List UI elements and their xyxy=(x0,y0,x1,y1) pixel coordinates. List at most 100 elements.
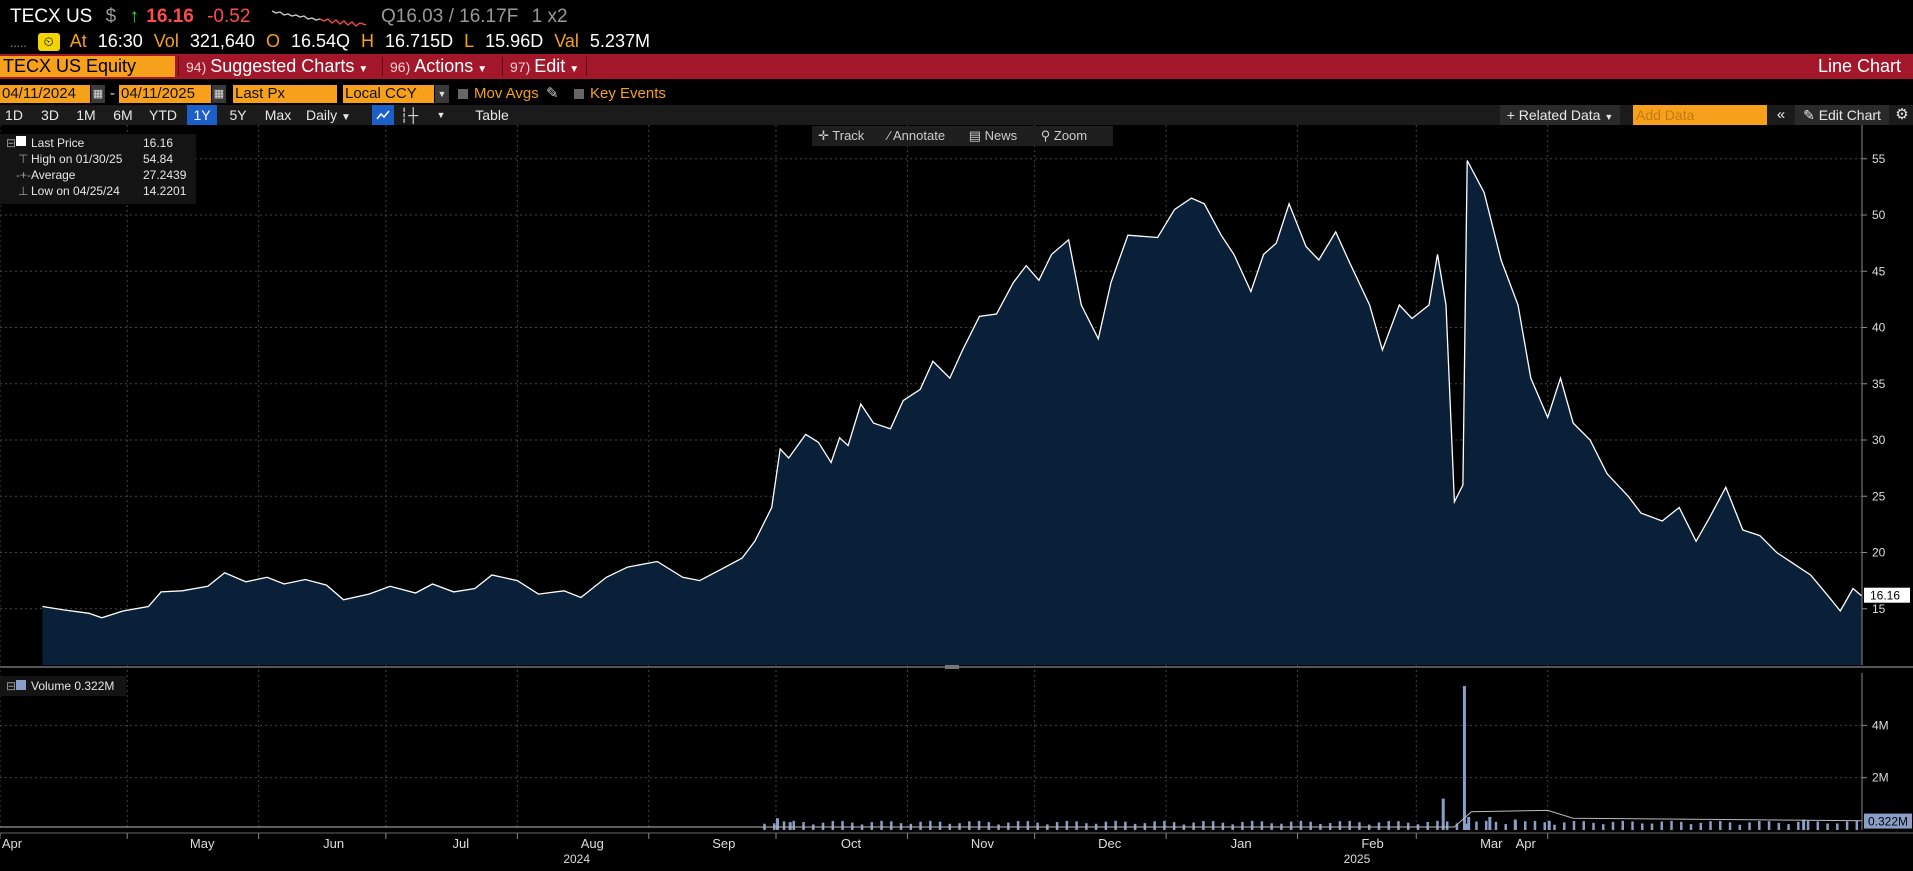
track-tool[interactable]: ✛ Track xyxy=(818,128,865,143)
zoom-tool[interactable]: ⚲ Zoom xyxy=(1040,128,1088,143)
volume-bar xyxy=(1104,821,1108,830)
collapse-icon[interactable]: ⊟ xyxy=(6,679,17,693)
collapse-icon[interactable]: « xyxy=(1776,106,1786,123)
period-1y[interactable]: 1Y xyxy=(187,105,217,125)
quote-line-2: ..... ⏲ At 16:30 Vol 321,640 O 16.54Q H … xyxy=(10,31,656,53)
caret-down-icon[interactable]: ▼ xyxy=(435,85,449,103)
month-label: Dec xyxy=(1098,836,1122,851)
suggested-charts-menu[interactable]: 94) Suggested Charts ▼ xyxy=(186,56,369,76)
volume-bar xyxy=(1260,821,1264,830)
start-date-field[interactable]: 04/11/2024 xyxy=(0,85,90,103)
price-tick-label: 25 xyxy=(1872,489,1886,503)
table-button[interactable]: Table xyxy=(475,107,509,123)
pencil-icon: ✎ xyxy=(1803,107,1815,123)
volume-bar xyxy=(851,822,854,830)
caret-down-icon: ▼ xyxy=(477,64,488,75)
volume-bar xyxy=(1680,821,1683,830)
period-ytd[interactable]: YTD xyxy=(149,107,177,123)
price-change: -0.52 xyxy=(207,6,251,27)
volume-bar xyxy=(1709,821,1712,830)
caret-down-icon: ▼ xyxy=(341,112,351,123)
key-events-checkbox[interactable] xyxy=(574,89,584,99)
ticker: TECX US xyxy=(10,6,93,27)
volume-bar xyxy=(1806,820,1810,830)
key-events-label[interactable]: Key Events xyxy=(590,85,666,102)
last-price: 16.16 xyxy=(146,6,194,27)
volume-last-marker-label: 0.322M xyxy=(1868,815,1908,829)
volume-last-marker xyxy=(1864,813,1912,829)
volume-bar xyxy=(1728,822,1732,830)
legend-low-value: 14.2201 xyxy=(143,184,187,198)
period-1d[interactable]: 1D xyxy=(5,107,23,123)
mov-avgs-checkbox[interactable] xyxy=(458,89,468,99)
volume-legend-label: Volume 0.322M xyxy=(31,679,115,693)
edit-menu[interactable]: 97) Edit ▼ xyxy=(510,56,580,76)
volume-bar xyxy=(1553,824,1556,830)
add-data-input[interactable]: Add Data xyxy=(1633,105,1767,125)
annotate-tool[interactable]: ⁄ Annotate xyxy=(887,128,946,143)
period-max[interactable]: Max xyxy=(264,107,292,123)
end-date-field[interactable]: 04/11/2025 xyxy=(119,85,211,103)
volume-bar xyxy=(1241,822,1244,830)
volume-bar xyxy=(977,820,981,830)
volume-bar xyxy=(1309,821,1312,830)
price-tick-label: 15 xyxy=(1872,602,1886,616)
collapse-icon[interactable]: ⊟ xyxy=(6,136,17,150)
related-data-button[interactable]: + Related Data ▼ xyxy=(1500,105,1620,125)
volume-bar xyxy=(919,821,922,830)
month-label: May xyxy=(190,836,215,851)
security-field[interactable]: TECX US Equity xyxy=(0,56,175,77)
pencil-icon[interactable]: ✎ xyxy=(546,85,559,102)
volume-bar xyxy=(1192,822,1195,830)
price-tick-label: 20 xyxy=(1872,546,1886,560)
value-traded: 5.237M xyxy=(589,31,650,51)
legend-panel: ⊟ Last Price 16.16 ⊤ High on 01/30/25 54… xyxy=(0,134,196,204)
volume-bar xyxy=(1641,823,1644,830)
gear-icon[interactable]: ⚙ xyxy=(1895,106,1909,123)
volume-bar xyxy=(1855,820,1859,830)
calendar-icon[interactable]: ▦ xyxy=(91,85,105,103)
currency-selector[interactable]: Local CCY xyxy=(343,85,434,103)
period-3d[interactable]: 3D xyxy=(41,107,59,123)
calendar-icon[interactable]: ▦ xyxy=(212,85,226,103)
volume-bar xyxy=(1787,824,1790,830)
volume-bar xyxy=(1547,820,1551,830)
volume-bar xyxy=(788,822,792,830)
volume-axis: 2M 4M 0.322M xyxy=(1861,673,1912,830)
period-1m[interactable]: 1M xyxy=(76,107,96,123)
caret-down-icon: ▼ xyxy=(1604,112,1614,122)
open-value: 16.54Q xyxy=(290,31,351,51)
frequency-selector[interactable]: Daily ▼ xyxy=(306,107,351,123)
volume-bar xyxy=(1802,819,1806,830)
news-tool[interactable]: ▤ News xyxy=(968,128,1018,143)
period-6m[interactable]: 6M xyxy=(113,107,133,123)
volume-bar xyxy=(1436,820,1439,830)
period-5y[interactable]: 5Y xyxy=(229,107,247,123)
volume-bar xyxy=(1826,823,1829,830)
volume-bar xyxy=(1836,823,1839,830)
volume-bar xyxy=(1467,816,1471,830)
price-axis: 15 20 25 30 35 40 45 50 55 16.16 xyxy=(1861,125,1910,665)
volume-bar xyxy=(1026,821,1030,830)
field-selector[interactable]: Last Px xyxy=(233,85,337,103)
high-marker-icon: ⊤ xyxy=(18,152,29,166)
caret-down-icon[interactable]: ▼ xyxy=(436,110,446,120)
line-chart-icon[interactable] xyxy=(372,105,394,125)
mov-avgs-label[interactable]: Mov Avgs xyxy=(474,85,539,102)
bar-chart-icon[interactable]: ┆┼ xyxy=(399,107,419,123)
volume-bar xyxy=(782,821,786,830)
volume-bar xyxy=(1488,816,1492,830)
volume-bar xyxy=(1689,824,1693,830)
last-time: 16:30 xyxy=(97,31,143,51)
currency: $ xyxy=(105,6,117,27)
volume-bar xyxy=(792,820,796,830)
actions-menu[interactable]: 96) Actions ▼ xyxy=(390,56,488,76)
volume-bar xyxy=(1377,822,1381,830)
edit-chart-button[interactable]: ✎ Edit Chart xyxy=(1795,105,1889,125)
volume-bar xyxy=(1484,820,1488,830)
clock-icon[interactable]: ⏲ xyxy=(37,33,60,52)
volume-bar xyxy=(775,818,779,830)
month-label: Sep xyxy=(712,836,735,851)
month-label: Apr xyxy=(2,836,23,851)
